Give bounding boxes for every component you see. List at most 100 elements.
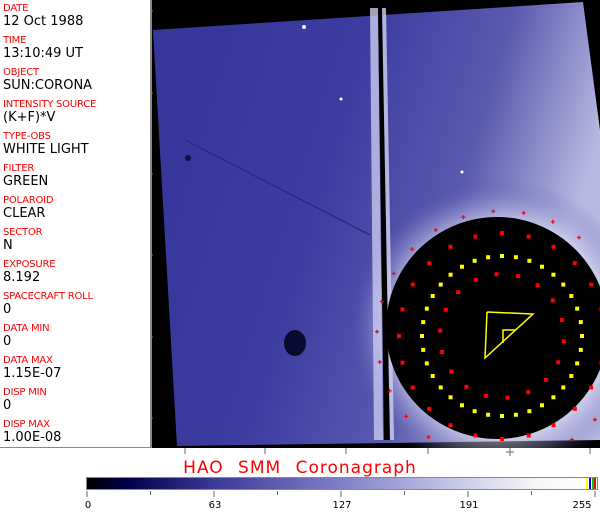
marker xyxy=(589,385,594,390)
field-label: DISP MIN xyxy=(3,387,47,398)
marker xyxy=(589,282,594,287)
marker-cross xyxy=(377,359,382,364)
header-info-panel: DATE 12 Oct 1988 TIME 13:10:49 UT OBJECT SUN:… xyxy=(0,0,152,448)
marker xyxy=(438,385,443,390)
marker-cross xyxy=(550,219,555,224)
marker xyxy=(400,307,405,312)
colorbar-swatch-green xyxy=(592,478,594,489)
star xyxy=(302,25,306,29)
field-value: N xyxy=(3,238,13,253)
dust-spot xyxy=(284,330,306,356)
marker xyxy=(559,317,564,322)
field-label: SECTOR xyxy=(3,227,43,238)
marker xyxy=(427,261,432,266)
marker xyxy=(424,361,429,366)
sun-center-inner xyxy=(502,329,516,343)
field-value: 1.15E-07 xyxy=(3,366,62,381)
marker-cross xyxy=(569,437,574,442)
field-label: TYPE-OBS xyxy=(3,131,51,142)
marker xyxy=(575,306,580,311)
field-value: 8.192 xyxy=(3,270,41,285)
info-field: EXPOSURE 8.192 xyxy=(3,259,56,285)
marker xyxy=(421,347,426,352)
info-field: DISP MIN 0 xyxy=(3,387,47,413)
instrument-title: HAO SMM Coronagraph xyxy=(183,458,417,478)
field-label: DISP MAX xyxy=(3,419,50,430)
info-field: SPACECRAFT ROLL 0 xyxy=(3,291,93,317)
marker xyxy=(580,334,584,338)
field-label: FILTER xyxy=(3,163,35,174)
marker xyxy=(438,328,443,333)
star xyxy=(339,97,343,101)
marker xyxy=(483,393,488,398)
marker xyxy=(569,294,574,298)
marker xyxy=(578,320,583,325)
field-value: WHITE LIGHT xyxy=(3,142,89,157)
marker xyxy=(527,409,532,414)
marker-cross xyxy=(433,227,438,232)
marker xyxy=(410,282,415,287)
marker xyxy=(526,433,531,438)
dust-spot-small xyxy=(185,155,191,161)
marker xyxy=(443,307,448,312)
field-value: SUN:CORONA xyxy=(3,78,93,93)
marker xyxy=(550,298,555,303)
marker xyxy=(410,385,415,390)
field-value: 1.00E-08 xyxy=(3,430,62,445)
info-field: OBJECT SUN:CORONA xyxy=(3,67,92,93)
field-label: SPACECRAFT ROLL xyxy=(3,291,93,302)
marker xyxy=(472,409,477,414)
colorbar-swatch-blue xyxy=(589,478,591,489)
occulting-disk xyxy=(386,217,600,439)
marker xyxy=(535,283,540,288)
colorbar-tick-label: 127 xyxy=(332,500,352,511)
marker xyxy=(420,334,424,338)
field-label: DATA MIN xyxy=(3,323,50,334)
marker xyxy=(561,282,566,287)
marker-cross xyxy=(410,247,415,252)
marker xyxy=(572,406,577,411)
marker-cross xyxy=(404,414,409,419)
marker xyxy=(430,374,435,378)
info-field: DATA MIN 0 xyxy=(3,323,50,349)
marker xyxy=(551,395,556,400)
marker xyxy=(569,374,574,378)
field-label: DATE xyxy=(3,3,29,14)
colorbar xyxy=(86,477,598,490)
marker xyxy=(561,339,566,344)
field-value: 0 xyxy=(3,334,12,349)
colorbar-ticks xyxy=(86,491,596,497)
colorbar-swatch-yellow xyxy=(586,478,588,489)
marker xyxy=(500,254,504,258)
coronagraph-image xyxy=(152,0,600,448)
marker xyxy=(500,437,504,441)
marker xyxy=(513,255,518,260)
field-label: INTENSITY SOURCE xyxy=(3,99,97,110)
colorbar-tick-label: 255 xyxy=(572,500,592,511)
marker-cross xyxy=(592,417,597,422)
marker-cross xyxy=(387,388,392,393)
marker xyxy=(500,414,504,418)
marker xyxy=(440,350,445,355)
marker-cross xyxy=(491,209,496,214)
marker xyxy=(575,361,580,366)
star xyxy=(460,170,464,174)
marker-cross xyxy=(426,435,431,440)
marker xyxy=(430,294,435,298)
field-value: 0 xyxy=(3,398,12,413)
marker-cross xyxy=(576,235,581,240)
marker xyxy=(551,423,556,428)
marker-cross xyxy=(391,271,396,276)
field-label: OBJECT xyxy=(3,67,39,78)
marker xyxy=(551,272,556,277)
info-field: TIME 13:10:49 UT xyxy=(3,35,83,61)
marker xyxy=(464,384,469,389)
marker xyxy=(572,261,577,266)
info-field: DATE 12 Oct 1988 xyxy=(3,3,83,29)
info-field: DATA MAX 1.15E-07 xyxy=(3,355,61,381)
field-value: 13:10:49 UT xyxy=(3,46,83,61)
marker xyxy=(456,290,461,295)
field-value: 0 xyxy=(3,302,12,317)
marker xyxy=(486,255,491,260)
pylon-shadow xyxy=(184,139,371,236)
